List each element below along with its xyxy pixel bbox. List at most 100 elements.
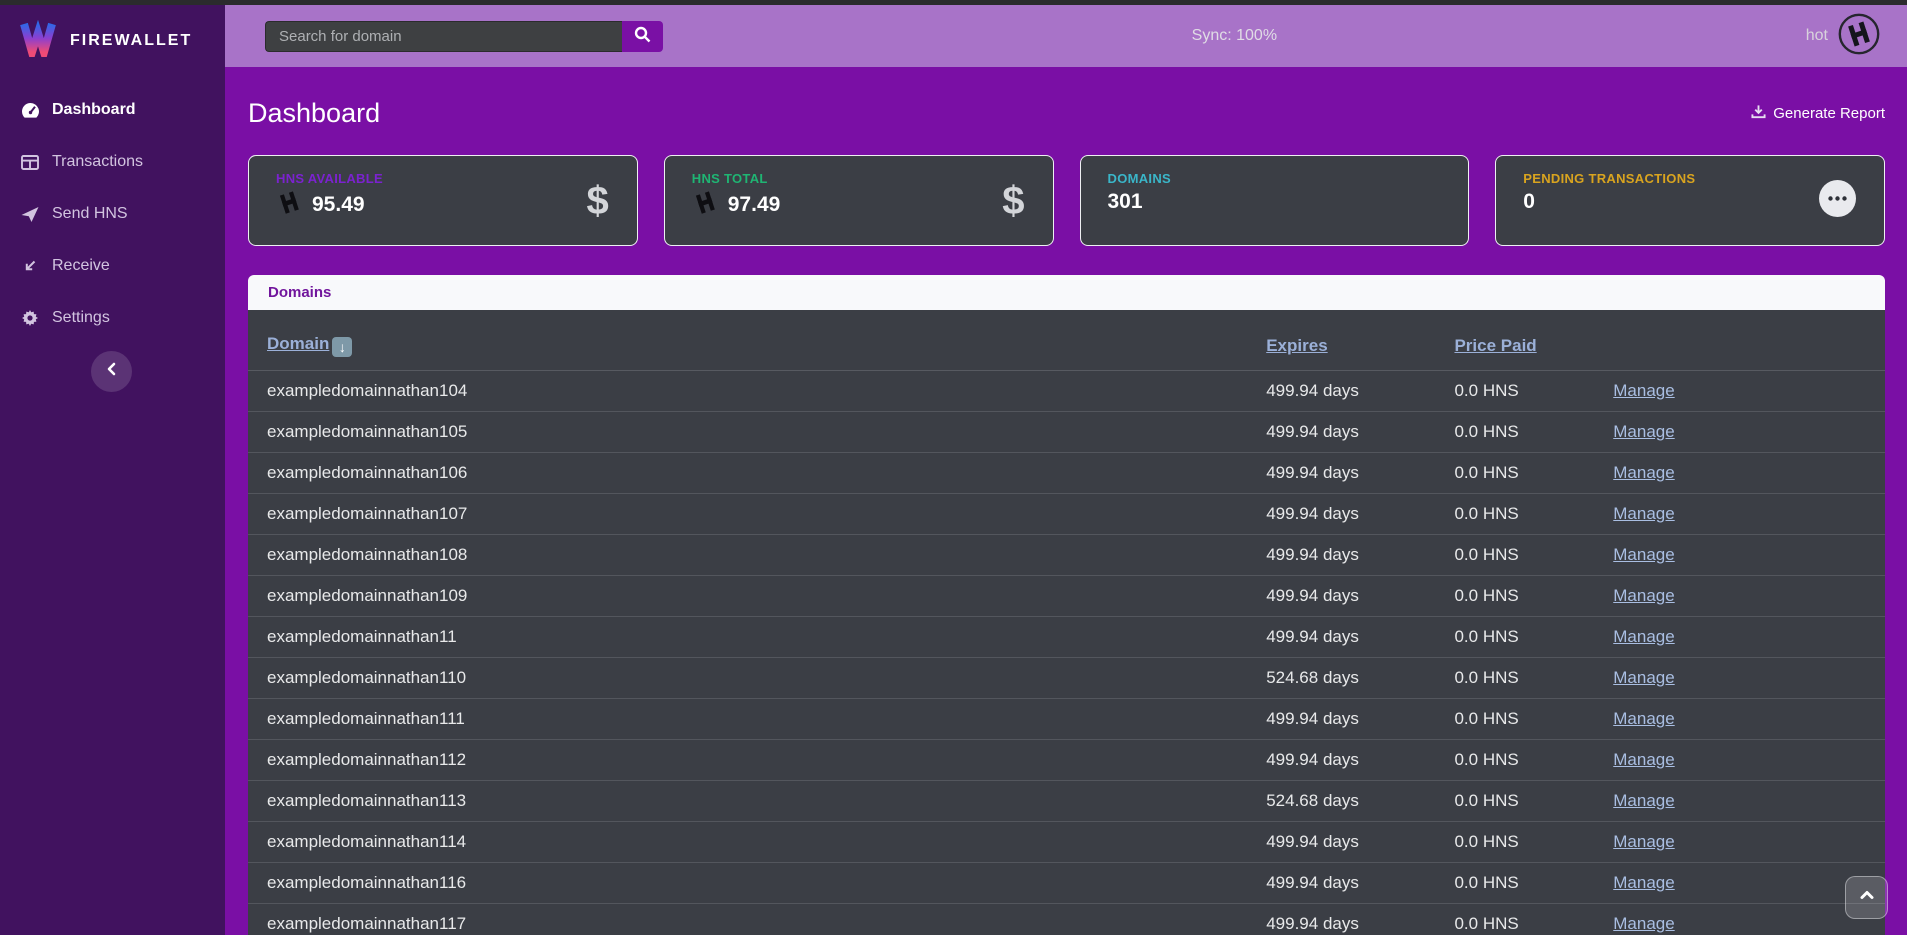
stat-card-value: 301 xyxy=(1107,190,1143,213)
domains-panel: Domains Domain ↓ Expires xyxy=(248,275,1885,935)
firewallet-logo-icon xyxy=(19,19,57,66)
chevron-up-icon xyxy=(1858,886,1876,909)
manage-link[interactable]: Manage xyxy=(1613,709,1675,728)
price-paid-cell: 0.0 HNS xyxy=(1454,821,1614,863)
sidebar-nav: Dashboard Transactions Send HNS Receive … xyxy=(0,84,225,344)
price-paid-cell: 0.0 HNS xyxy=(1454,493,1614,535)
sort-down-icon[interactable]: ↓ xyxy=(332,337,353,357)
domain-table-row: exampledomainnathan111 499.94 days 0.0 H… xyxy=(248,698,1885,740)
page-title: Dashboard xyxy=(248,97,381,128)
expires-cell: 499.94 days xyxy=(1266,739,1455,781)
stat-card-label: HNS AVAILABLE xyxy=(276,171,383,186)
domain-table-row: exampledomainnathan107 499.94 days 0.0 H… xyxy=(248,493,1885,535)
manage-link[interactable]: Manage xyxy=(1613,545,1675,564)
handshake-logo-icon xyxy=(1838,13,1880,60)
window-top-strip xyxy=(0,0,1907,5)
price-paid-cell: 0.0 HNS xyxy=(1454,862,1614,904)
domain-cell: exampledomainnathan113 xyxy=(248,780,1267,822)
sidebar-item-receive[interactable]: Receive xyxy=(0,240,225,292)
sidebar-item-label: Dashboard xyxy=(52,101,136,118)
sync-status: Sync: 100% xyxy=(1191,27,1278,44)
domain-cell: exampledomainnathan105 xyxy=(248,411,1267,453)
domain-table-row: exampledomainnathan114 499.94 days 0.0 H… xyxy=(248,821,1885,863)
manage-link[interactable]: Manage xyxy=(1613,914,1675,933)
domain-table-row: exampledomainnathan11 499.94 days 0.0 HN… xyxy=(248,616,1885,658)
domain-cell: exampledomainnathan106 xyxy=(248,452,1267,494)
manage-link[interactable]: Manage xyxy=(1613,627,1675,646)
expires-cell: 499.94 days xyxy=(1266,862,1455,904)
domains-table-wrap: Domain ↓ Expires Price Paid xyxy=(248,310,1885,935)
scroll-to-top-button[interactable] xyxy=(1845,876,1888,919)
manage-link[interactable]: Manage xyxy=(1613,750,1675,769)
sidebar: FIREWALLET Dashboard Transactions Send H… xyxy=(0,5,225,935)
sidebar-collapse-button[interactable] xyxy=(91,351,132,392)
domain-table-row: exampledomainnathan112 499.94 days 0.0 H… xyxy=(248,739,1885,781)
expires-cell: 499.94 days xyxy=(1266,452,1455,494)
generate-report-button[interactable]: Generate Report xyxy=(1751,104,1885,123)
stat-card-label: DOMAINS xyxy=(1107,171,1171,186)
stat-card: HNS TOTAL 97.49 $ xyxy=(663,155,1054,246)
price-paid-cell: 0.0 HNS xyxy=(1454,411,1614,453)
price-paid-cell: 0.0 HNS xyxy=(1454,780,1614,822)
domain-cell: exampledomainnathan111 xyxy=(248,698,1267,740)
sidebar-item-label: Settings xyxy=(52,309,110,326)
stat-card: DOMAINS 301 xyxy=(1079,155,1470,246)
hns-icon xyxy=(692,190,719,220)
stat-card-label: HNS TOTAL xyxy=(691,171,768,186)
manage-link[interactable]: Manage xyxy=(1613,586,1675,605)
brand-name: FIREWALLET xyxy=(70,32,193,49)
sort-domain-link[interactable]: Domain xyxy=(267,334,330,353)
domain-cell: exampledomainnathan109 xyxy=(248,575,1267,617)
sidebar-item-send-hns[interactable]: Send HNS xyxy=(0,188,225,240)
domain-cell: exampledomainnathan110 xyxy=(248,657,1267,699)
domain-table-row: exampledomainnathan110 524.68 days 0.0 H… xyxy=(248,657,1885,699)
sort-price-paid-link[interactable]: Price Paid xyxy=(1454,335,1537,355)
stat-card: HNS AVAILABLE 95.49 $ xyxy=(248,155,638,246)
sidebar-item-transactions[interactable]: Transactions xyxy=(0,136,225,188)
column-header-manage xyxy=(1613,310,1885,371)
manage-link[interactable]: Manage xyxy=(1613,873,1675,892)
price-paid-cell: 0.0 HNS xyxy=(1454,903,1614,935)
price-paid-cell: 0.0 HNS xyxy=(1454,698,1614,740)
manage-link[interactable]: Manage xyxy=(1613,463,1675,482)
manage-link[interactable]: Manage xyxy=(1613,504,1675,523)
expires-cell: 499.94 days xyxy=(1266,370,1455,412)
sidebar-item-dashboard[interactable]: Dashboard xyxy=(0,84,225,136)
manage-link[interactable]: Manage xyxy=(1613,422,1675,441)
domain-cell: exampledomainnathan112 xyxy=(248,739,1267,781)
domain-table-row: exampledomainnathan108 499.94 days 0.0 H… xyxy=(248,534,1885,576)
manage-link[interactable]: Manage xyxy=(1613,832,1675,851)
price-paid-cell: 0.0 HNS xyxy=(1454,534,1614,576)
search-button[interactable] xyxy=(622,20,663,52)
domain-cell: exampledomainnathan116 xyxy=(248,862,1267,904)
sidebar-item-settings[interactable]: Settings xyxy=(0,292,225,344)
domains-panel-title: Domains xyxy=(248,275,1885,310)
domain-cell: exampledomainnathan108 xyxy=(248,534,1267,576)
chevron-left-icon xyxy=(104,361,120,382)
arrow-down-left-icon xyxy=(20,258,40,274)
gear-icon xyxy=(20,310,40,326)
dollar-icon: $ xyxy=(586,178,609,223)
wallet-selector[interactable]: hot xyxy=(1806,13,1880,60)
brand: FIREWALLET xyxy=(0,5,225,76)
sort-expires-link[interactable]: Expires xyxy=(1266,335,1328,355)
expires-cell: 499.94 days xyxy=(1266,493,1455,535)
domain-table-row: exampledomainnathan104 499.94 days 0.0 H… xyxy=(248,370,1885,412)
search-input[interactable] xyxy=(265,20,622,52)
manage-link[interactable]: Manage xyxy=(1613,668,1675,687)
expires-cell: 499.94 days xyxy=(1266,411,1455,453)
expires-cell: 499.94 days xyxy=(1266,534,1455,576)
domains-table: Domain ↓ Expires Price Paid xyxy=(248,310,1885,935)
domain-cell: exampledomainnathan114 xyxy=(248,821,1267,863)
ellipsis-menu-button[interactable] xyxy=(1819,179,1856,221)
price-paid-cell: 0.0 HNS xyxy=(1454,370,1614,412)
stat-card-value: 95.49 xyxy=(312,193,365,216)
sidebar-item-label: Receive xyxy=(52,257,110,274)
manage-link[interactable]: Manage xyxy=(1613,791,1675,810)
domain-cell: exampledomainnathan107 xyxy=(248,493,1267,535)
domain-table-row: exampledomainnathan113 524.68 days 0.0 H… xyxy=(248,780,1885,822)
expires-cell: 499.94 days xyxy=(1266,821,1455,863)
page-content: Dashboard Generate Report HNS AVAILABLE … xyxy=(225,67,1907,935)
manage-link[interactable]: Manage xyxy=(1613,381,1675,400)
